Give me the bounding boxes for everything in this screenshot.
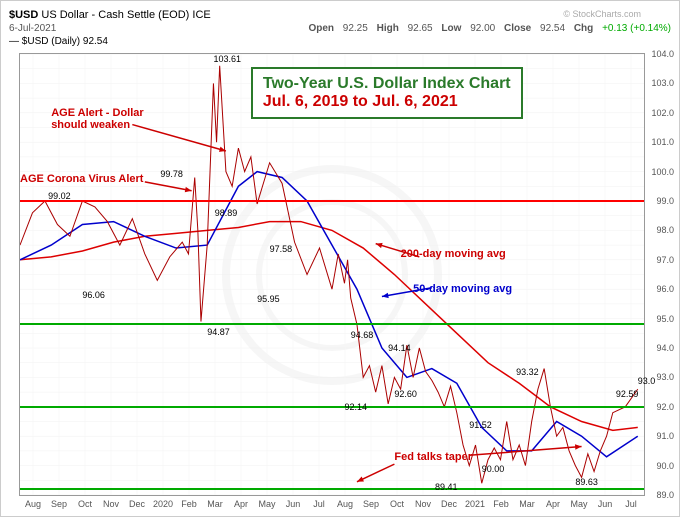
y-tick: 99.0 — [656, 196, 674, 206]
annotation: Fed talks taper — [394, 451, 472, 463]
y-tick: 98.0 — [656, 225, 674, 235]
ref-line — [20, 323, 644, 325]
chg-label: Chg +0.13 (+0.14%) — [574, 23, 671, 34]
ticker-name: US Dollar - Cash Settle (EOD) ICE — [41, 9, 210, 21]
y-tick: 89.0 — [656, 490, 674, 500]
value-label: 94.14 — [388, 343, 411, 353]
open-label: Open 92.25 — [308, 23, 367, 34]
value-label: 98.89 — [215, 208, 238, 218]
y-tick: 91.0 — [656, 431, 674, 441]
date: 6-Jul-2021 — [9, 23, 56, 34]
ref-line — [20, 406, 644, 408]
y-tick: 92.0 — [656, 402, 674, 412]
x-tick: May — [258, 499, 275, 509]
subheader: 6-Jul-2021 Open 92.25 High 92.65 Low 92.… — [9, 23, 671, 34]
value-label: 94.87 — [207, 327, 230, 337]
value-label: 93.0 — [638, 376, 656, 386]
value-label: 89.63 — [575, 477, 598, 487]
credit: © StockCharts.com — [563, 9, 641, 19]
ticker: $USD — [9, 9, 38, 21]
high-label: High 92.65 — [377, 23, 433, 34]
low-label: Low 92.00 — [441, 23, 495, 34]
y-tick: 101.0 — [651, 137, 674, 147]
x-tick: Aug — [337, 499, 353, 509]
x-tick: Nov — [415, 499, 431, 509]
x-tick: Dec — [129, 499, 145, 509]
x-tick: Dec — [441, 499, 457, 509]
value-label: 91.52 — [469, 420, 492, 430]
x-tick: Nov — [103, 499, 119, 509]
x-tick: Feb — [181, 499, 197, 509]
x-tick: May — [570, 499, 587, 509]
x-tick: Oct — [78, 499, 92, 509]
x-tick: Apr — [234, 499, 248, 509]
x-tick: Jul — [313, 499, 325, 509]
x-tick: 2021 — [465, 499, 485, 509]
y-tick: 104.0 — [651, 49, 674, 59]
x-tick: Jun — [598, 499, 613, 509]
x-tick: Jun — [286, 499, 301, 509]
close-label: Close 92.54 — [504, 23, 565, 34]
x-tick: 2020 — [153, 499, 173, 509]
value-label: 103.61 — [213, 54, 241, 64]
x-tick: Jul — [625, 499, 637, 509]
value-label: 92.59 — [616, 389, 639, 399]
chart-container: © StockCharts.com $USD US Dollar - Cash … — [0, 0, 680, 517]
y-tick: 93.0 — [656, 372, 674, 382]
annotation: 200-day moving avg — [401, 248, 506, 260]
plot-area: 89.090.091.092.093.094.095.096.097.098.0… — [19, 53, 645, 496]
value-label: 93.32 — [516, 367, 539, 377]
value-label: 99.02 — [48, 191, 71, 201]
x-tick: Sep — [51, 499, 67, 509]
value-label: 92.60 — [394, 389, 417, 399]
x-tick: Apr — [546, 499, 560, 509]
y-tick: 96.0 — [656, 284, 674, 294]
value-label: 89.41 — [435, 482, 458, 492]
value-label: 92.14 — [344, 402, 367, 412]
x-tick: Mar — [519, 499, 535, 509]
legend: — $USD (Daily) 92.54 — [9, 36, 671, 47]
y-tick: 103.0 — [651, 78, 674, 88]
y-tick: 97.0 — [656, 255, 674, 265]
annotation: AGE Alert - Dollarshould weaken — [51, 107, 144, 131]
value-label: 99.78 — [160, 169, 183, 179]
value-label: 96.06 — [82, 290, 105, 300]
annotation: 50-day moving avg — [413, 283, 512, 295]
value-label: 90.00 — [482, 464, 505, 474]
ref-line — [20, 488, 644, 490]
x-tick: Feb — [493, 499, 509, 509]
y-tick: 95.0 — [656, 314, 674, 324]
x-tick: Oct — [390, 499, 404, 509]
x-tick: Sep — [363, 499, 379, 509]
value-label: 97.58 — [270, 244, 293, 254]
title-box: Two-Year U.S. Dollar Index ChartJul. 6, … — [251, 67, 523, 119]
annotation: AGE Corona Virus Alert — [20, 173, 143, 185]
x-tick: Aug — [25, 499, 41, 509]
value-label: 94.68 — [351, 330, 374, 340]
ref-line — [20, 200, 644, 202]
y-tick: 94.0 — [656, 343, 674, 353]
value-label: 95.95 — [257, 294, 280, 304]
x-tick: Mar — [207, 499, 223, 509]
y-tick: 102.0 — [651, 108, 674, 118]
y-tick: 100.0 — [651, 167, 674, 177]
y-tick: 90.0 — [656, 461, 674, 471]
ohlc: Open 92.25 High 92.65 Low 92.00 Close 92… — [302, 23, 671, 34]
